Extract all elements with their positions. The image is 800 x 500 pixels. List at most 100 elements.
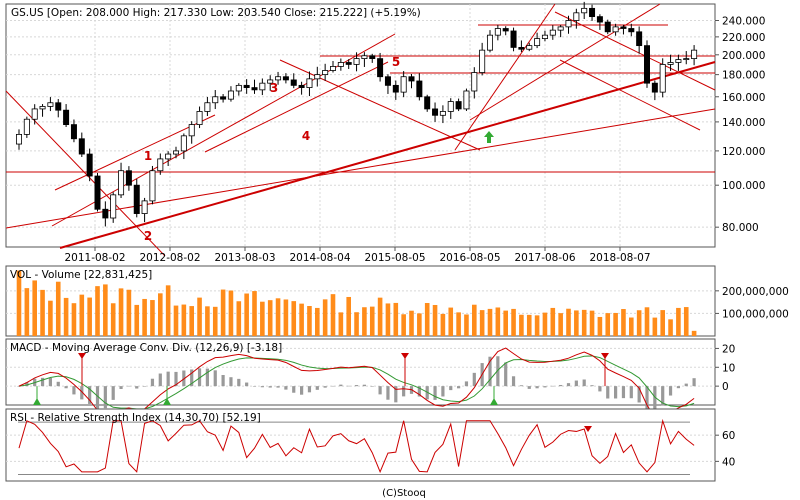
macd-histogram-bar (519, 385, 523, 387)
macd-y-tick-label: 10 (722, 362, 735, 374)
price-x-tick-label: 2015-08-05 (364, 252, 425, 264)
candle-up (149, 170, 156, 202)
macd-histogram-bar (402, 386, 406, 397)
volume-bar (605, 313, 611, 336)
candle-up (259, 82, 266, 91)
volume-bar (181, 304, 187, 336)
macd-buy-marker (490, 398, 498, 405)
candle-up (526, 45, 533, 50)
macd-histogram-bar (95, 386, 100, 409)
volume-bar (558, 313, 563, 336)
volume-bar (252, 291, 257, 336)
macd-y-tick-label: 0 (722, 381, 729, 393)
volume-bar (550, 307, 556, 336)
volume-bar (267, 300, 273, 336)
macd-y-tick-label: 20 (722, 343, 735, 355)
macd-histogram-bar (245, 382, 249, 387)
rsi-line (18, 418, 695, 474)
macd-sell-marker (78, 353, 86, 359)
macd-histogram-bar (590, 385, 594, 387)
volume-bar (118, 288, 124, 336)
volume-y-axis: 200,000,000 100,000,000 (715, 286, 789, 320)
macd-title: MACD - Moving Average Conv. Div. (12,26,… (10, 342, 282, 354)
candle-down (604, 21, 611, 33)
volume-bar (393, 302, 399, 336)
candle-down (432, 108, 439, 116)
price-y-tick-label: 240.000 (722, 15, 765, 27)
macd-histogram-bar (527, 386, 531, 389)
macd-histogram-bar (88, 386, 92, 404)
candle-up (439, 111, 446, 116)
candle-down (298, 84, 305, 89)
candle-up (557, 26, 564, 31)
candle-up (479, 49, 486, 73)
volume-bar (464, 314, 469, 336)
volume-bar (173, 305, 179, 336)
candle-down (518, 47, 525, 50)
candle-up (275, 76, 282, 81)
wave-label: 4 (302, 129, 310, 143)
price-grid (6, 4, 715, 247)
volume-bar (479, 310, 485, 336)
macd-histogram-bar (559, 384, 563, 387)
macd-histogram-bar (692, 378, 696, 387)
volume-bar (142, 298, 147, 336)
macd-histogram-bar (614, 386, 618, 399)
volume-bar (275, 298, 281, 336)
price-x-tick-label: 2012-08-02 (139, 252, 200, 264)
candle-down (63, 109, 70, 126)
macd-panel: 20 10 0 MACD - Moving Average Conv. Div. (… (5, 338, 735, 419)
candle-down (596, 16, 603, 23)
volume-bar (40, 289, 45, 336)
volume-bar (299, 303, 304, 336)
macd-histogram-bar (362, 384, 366, 387)
macd-histogram-bar (668, 386, 673, 396)
volume-bar (487, 308, 493, 336)
macd-histogram-bar (300, 386, 304, 395)
candle-down (86, 153, 93, 177)
candle-up (471, 72, 478, 92)
volume-bar (322, 299, 328, 336)
macd-histogram-bar (174, 371, 178, 387)
price-x-tick-label: 2018-08-07 (589, 252, 650, 264)
candle-down (377, 58, 384, 78)
macd-signal-markers (33, 353, 609, 405)
candle-down (651, 82, 658, 93)
candle-down (384, 76, 391, 86)
rsi-panel: 60 40 RSI - Relative Strength Index (14,3… (5, 408, 735, 482)
candle-down (133, 184, 140, 214)
macd-histogram-bar (221, 375, 225, 387)
volume-bar (87, 297, 92, 336)
candle-down (220, 96, 227, 100)
volume-bar (652, 317, 658, 336)
macd-histogram-bar (566, 383, 571, 387)
macd-histogram-bar (496, 356, 500, 387)
macd-histogram-bar (354, 385, 359, 387)
volume-title: VOL - Volume [22,831,425] (10, 269, 152, 281)
candle-down (369, 55, 376, 60)
volume-bar (495, 307, 501, 336)
price-y-tick-label: 160.000 (722, 92, 765, 104)
volume-bar (158, 293, 163, 336)
candle-down (455, 101, 462, 110)
macd-buy-marker (33, 398, 41, 405)
macd-histogram-bar (252, 386, 257, 387)
candle-up (675, 59, 682, 63)
macd-histogram-bar (621, 386, 626, 399)
candle-down (636, 31, 643, 47)
volume-y-tick-label: 100,000,000 (722, 308, 789, 320)
macd-histogram-bar (150, 378, 155, 387)
volume-bar (683, 307, 689, 336)
volume-bar (526, 314, 532, 336)
volume-bar (424, 303, 430, 336)
candle-down (290, 79, 297, 86)
volume-bar (534, 315, 540, 336)
price-x-tick-label: 2011-08-02 (64, 252, 125, 264)
macd-histogram-bar (684, 383, 688, 387)
macd-histogram-bar (17, 386, 21, 387)
candle-up (227, 90, 234, 100)
volume-bar (676, 307, 681, 336)
volume-bar (189, 306, 194, 336)
volume-bar (165, 285, 171, 336)
